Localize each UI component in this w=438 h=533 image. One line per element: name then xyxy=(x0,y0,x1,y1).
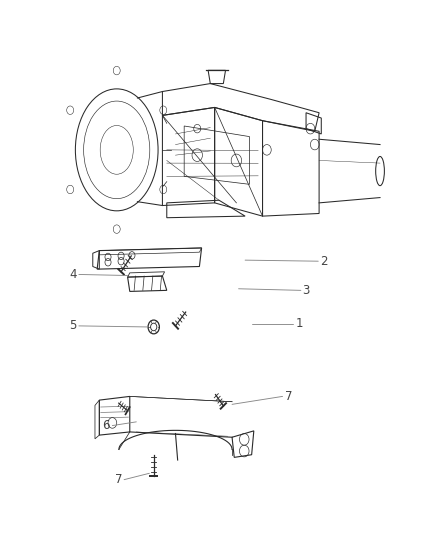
Text: 3: 3 xyxy=(302,284,310,297)
Text: 2: 2 xyxy=(320,255,327,268)
Text: 7: 7 xyxy=(285,390,293,403)
Text: 6: 6 xyxy=(102,419,110,432)
Text: 1: 1 xyxy=(296,317,303,330)
Text: 7: 7 xyxy=(115,473,123,486)
Text: 5: 5 xyxy=(70,319,77,333)
Text: 4: 4 xyxy=(70,268,77,281)
